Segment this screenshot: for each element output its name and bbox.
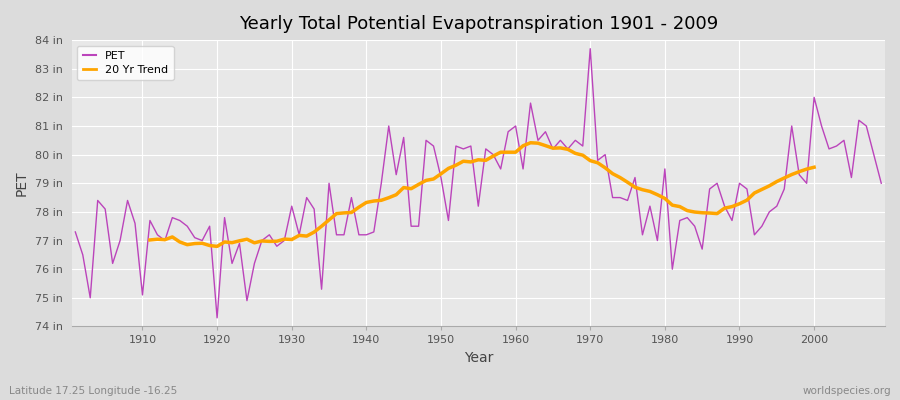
PET xyxy=(615,195,626,200)
PET xyxy=(130,221,140,226)
Text: Latitude 17.25 Longitude -16.25: Latitude 17.25 Longitude -16.25 xyxy=(9,386,177,396)
PET xyxy=(510,124,521,128)
20 Yr Trend xyxy=(145,238,156,242)
20 Yr Trend xyxy=(809,165,820,170)
Line: 20 Yr Trend: 20 Yr Trend xyxy=(150,143,814,246)
Y-axis label: PET: PET xyxy=(15,170,29,196)
PET xyxy=(212,316,222,320)
20 Yr Trend xyxy=(212,244,222,249)
X-axis label: Year: Year xyxy=(464,351,493,365)
20 Yr Trend xyxy=(794,169,805,174)
20 Yr Trend xyxy=(525,140,535,145)
Line: PET: PET xyxy=(76,49,881,318)
PET xyxy=(585,46,596,51)
Text: worldspecies.org: worldspecies.org xyxy=(803,386,891,396)
PET xyxy=(518,166,528,171)
20 Yr Trend xyxy=(622,180,633,185)
Title: Yearly Total Potential Evapotranspiration 1901 - 2009: Yearly Total Potential Evapotranspiratio… xyxy=(238,15,718,33)
PET xyxy=(302,195,312,200)
Legend: PET, 20 Yr Trend: PET, 20 Yr Trend xyxy=(77,46,174,80)
20 Yr Trend xyxy=(241,237,252,242)
20 Yr Trend xyxy=(726,204,737,209)
PET xyxy=(70,230,81,234)
PET xyxy=(876,181,886,186)
20 Yr Trend xyxy=(354,205,364,210)
PET xyxy=(346,195,356,200)
20 Yr Trend xyxy=(712,211,723,216)
